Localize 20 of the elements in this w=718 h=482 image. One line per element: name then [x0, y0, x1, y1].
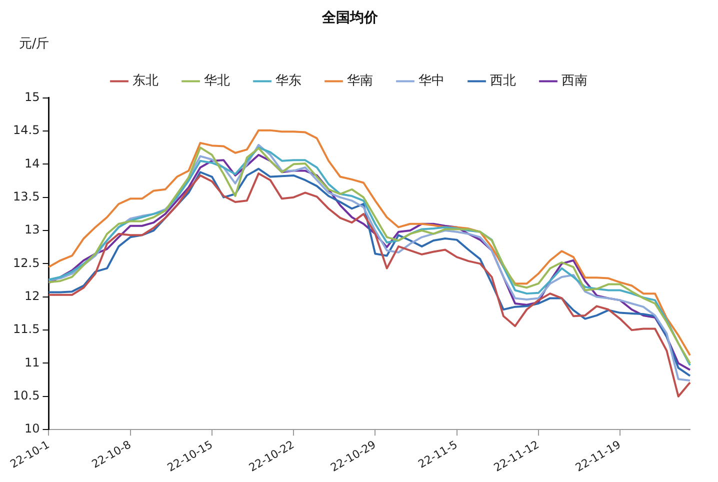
legend-label: 华北: [204, 74, 230, 89]
y-tick-label: 11: [24, 355, 40, 370]
y-tick-label: 13.5: [13, 189, 40, 204]
y-tick-label: 10: [24, 422, 40, 436]
legend-label: 西南: [561, 74, 588, 89]
legend-label: 华东: [275, 74, 302, 89]
legend-label: 东北: [132, 74, 158, 89]
y-tick-label: 10.5: [13, 388, 40, 403]
legend-label: 华中: [418, 74, 444, 89]
y-tick-label: 13: [24, 222, 40, 237]
chart-title: 全国均价: [321, 10, 379, 26]
legend-label: 西北: [490, 74, 516, 89]
y-axis-title: 元/斤: [18, 36, 50, 52]
y-tick-label: 12.5: [13, 256, 40, 270]
y-tick-label: 12: [24, 289, 40, 304]
y-tick-label: 11.5: [13, 322, 40, 336]
y-tick-label: 15: [24, 90, 40, 104]
y-tick-label: 14: [24, 156, 40, 170]
legend-label: 华南: [346, 74, 373, 89]
y-tick-label: 14.5: [13, 123, 40, 138]
